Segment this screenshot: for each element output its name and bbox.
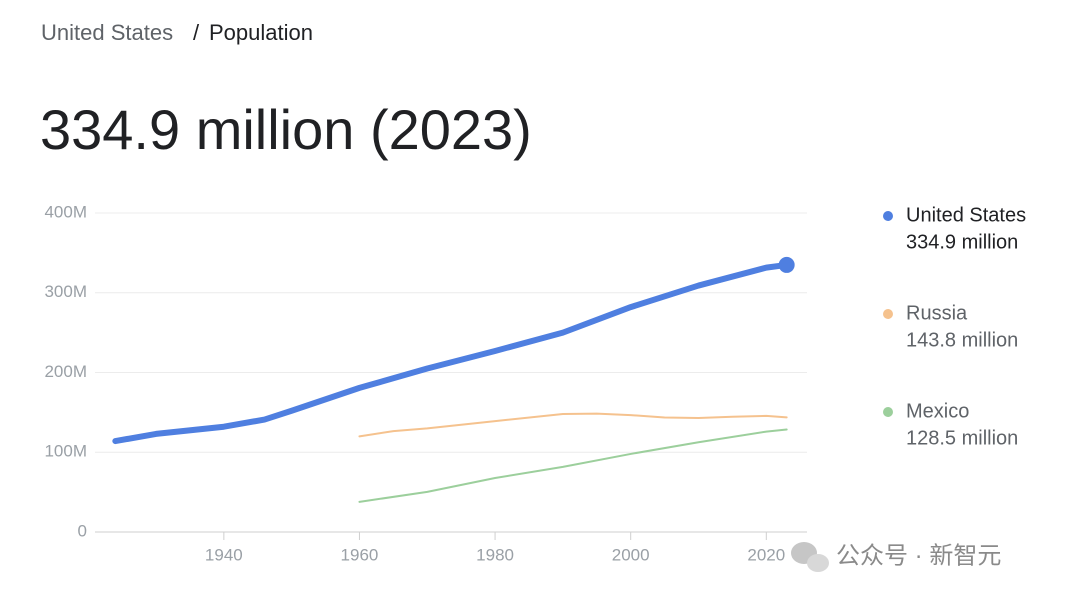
y-tick-label: 200M — [44, 362, 87, 381]
y-tick-label: 100M — [44, 442, 87, 461]
x-tick-label: 1960 — [341, 545, 379, 564]
x-tick-label: 2020 — [747, 545, 785, 564]
headline: 334.9 million (2023) — [40, 98, 532, 161]
breadcrumb-separator: / — [193, 20, 200, 45]
x-tick-label: 2000 — [612, 545, 650, 564]
legend-name: Mexico — [906, 400, 969, 422]
watermark-icon — [791, 542, 829, 572]
breadcrumb-topic: Population — [209, 20, 313, 45]
y-tick-label: 0 — [78, 521, 87, 540]
breadcrumb-country[interactable]: United States — [41, 20, 173, 45]
y-tick-label: 400M — [44, 202, 87, 221]
legend-value: 143.8 million — [906, 329, 1018, 351]
legend-value: 128.5 million — [906, 427, 1018, 449]
end-point — [778, 256, 795, 273]
series-line — [358, 412, 788, 438]
watermark: 公众号 · 新智元 — [836, 542, 1001, 569]
legend-name: United States — [906, 204, 1026, 226]
series-line — [358, 428, 788, 503]
legend-dot — [883, 211, 893, 221]
legend-name: Russia — [906, 302, 968, 324]
x-tick-label: 1980 — [476, 545, 514, 564]
x-tick-label: 1940 — [205, 545, 243, 564]
series-line — [112, 261, 790, 445]
legend-dot — [883, 309, 893, 319]
legend-value: 334.9 million — [906, 231, 1018, 253]
legend-dot — [883, 407, 893, 417]
y-tick-label: 300M — [44, 282, 87, 301]
